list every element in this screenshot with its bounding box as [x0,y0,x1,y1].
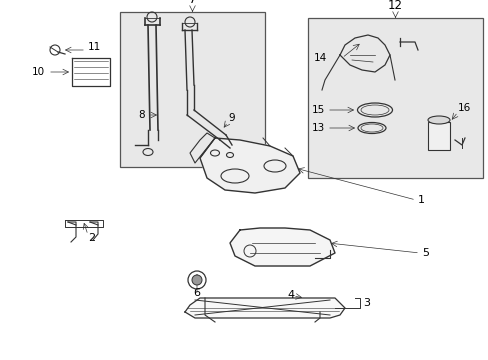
Text: 9: 9 [227,113,234,123]
Text: 7: 7 [188,0,196,6]
Text: 4: 4 [286,290,293,300]
Text: 1: 1 [417,195,424,205]
Text: 2: 2 [88,233,95,243]
Text: 8: 8 [138,110,145,120]
Text: 12: 12 [387,0,402,12]
Polygon shape [184,298,345,318]
Bar [307,18,482,178]
Text: 11: 11 [88,42,101,52]
Circle shape [192,275,202,285]
Text: 5: 5 [421,248,428,258]
Text: 6: 6 [193,288,200,298]
Bar [427,122,449,150]
Ellipse shape [427,116,449,124]
Text: 16: 16 [457,103,470,113]
Text: 3: 3 [362,298,369,308]
Bar [120,12,264,167]
Text: 13: 13 [311,123,325,133]
Text: 10: 10 [32,67,45,77]
Text: 14: 14 [313,53,326,63]
Text: 15: 15 [311,105,325,115]
Polygon shape [200,138,299,193]
Polygon shape [229,228,334,266]
